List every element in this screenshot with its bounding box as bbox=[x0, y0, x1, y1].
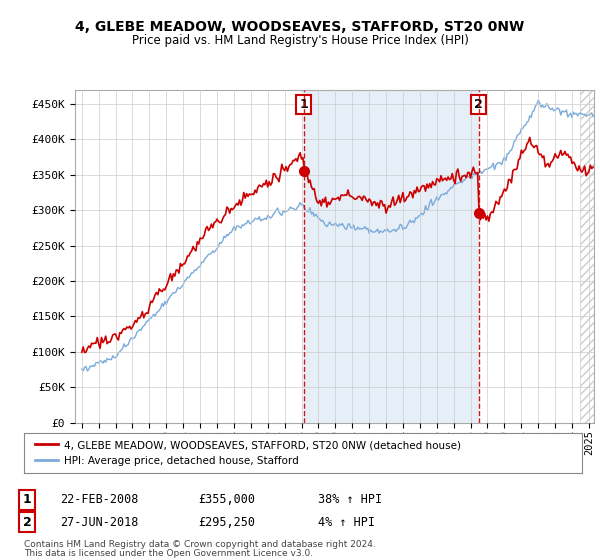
Text: 1: 1 bbox=[299, 98, 308, 111]
Text: Price paid vs. HM Land Registry's House Price Index (HPI): Price paid vs. HM Land Registry's House … bbox=[131, 34, 469, 46]
Text: 38% ↑ HPI: 38% ↑ HPI bbox=[318, 493, 382, 506]
Text: 4% ↑ HPI: 4% ↑ HPI bbox=[318, 516, 375, 529]
Text: £295,250: £295,250 bbox=[198, 516, 255, 529]
Text: 4, GLEBE MEADOW, WOODSEAVES, STAFFORD, ST20 0NW: 4, GLEBE MEADOW, WOODSEAVES, STAFFORD, S… bbox=[76, 20, 524, 34]
Text: 1: 1 bbox=[23, 493, 31, 506]
Legend: 4, GLEBE MEADOW, WOODSEAVES, STAFFORD, ST20 0NW (detached house), HPI: Average p: 4, GLEBE MEADOW, WOODSEAVES, STAFFORD, S… bbox=[29, 433, 467, 473]
Text: 2: 2 bbox=[23, 516, 31, 529]
Text: 22-FEB-2008: 22-FEB-2008 bbox=[60, 493, 139, 506]
Bar bbox=[580, 90, 600, 423]
Text: £355,000: £355,000 bbox=[198, 493, 255, 506]
Text: 27-JUN-2018: 27-JUN-2018 bbox=[60, 516, 139, 529]
Text: 2: 2 bbox=[475, 98, 483, 111]
Text: Contains HM Land Registry data © Crown copyright and database right 2024.: Contains HM Land Registry data © Crown c… bbox=[24, 540, 376, 549]
Text: This data is licensed under the Open Government Licence v3.0.: This data is licensed under the Open Gov… bbox=[24, 549, 313, 558]
Bar bbox=[304, 90, 479, 423]
